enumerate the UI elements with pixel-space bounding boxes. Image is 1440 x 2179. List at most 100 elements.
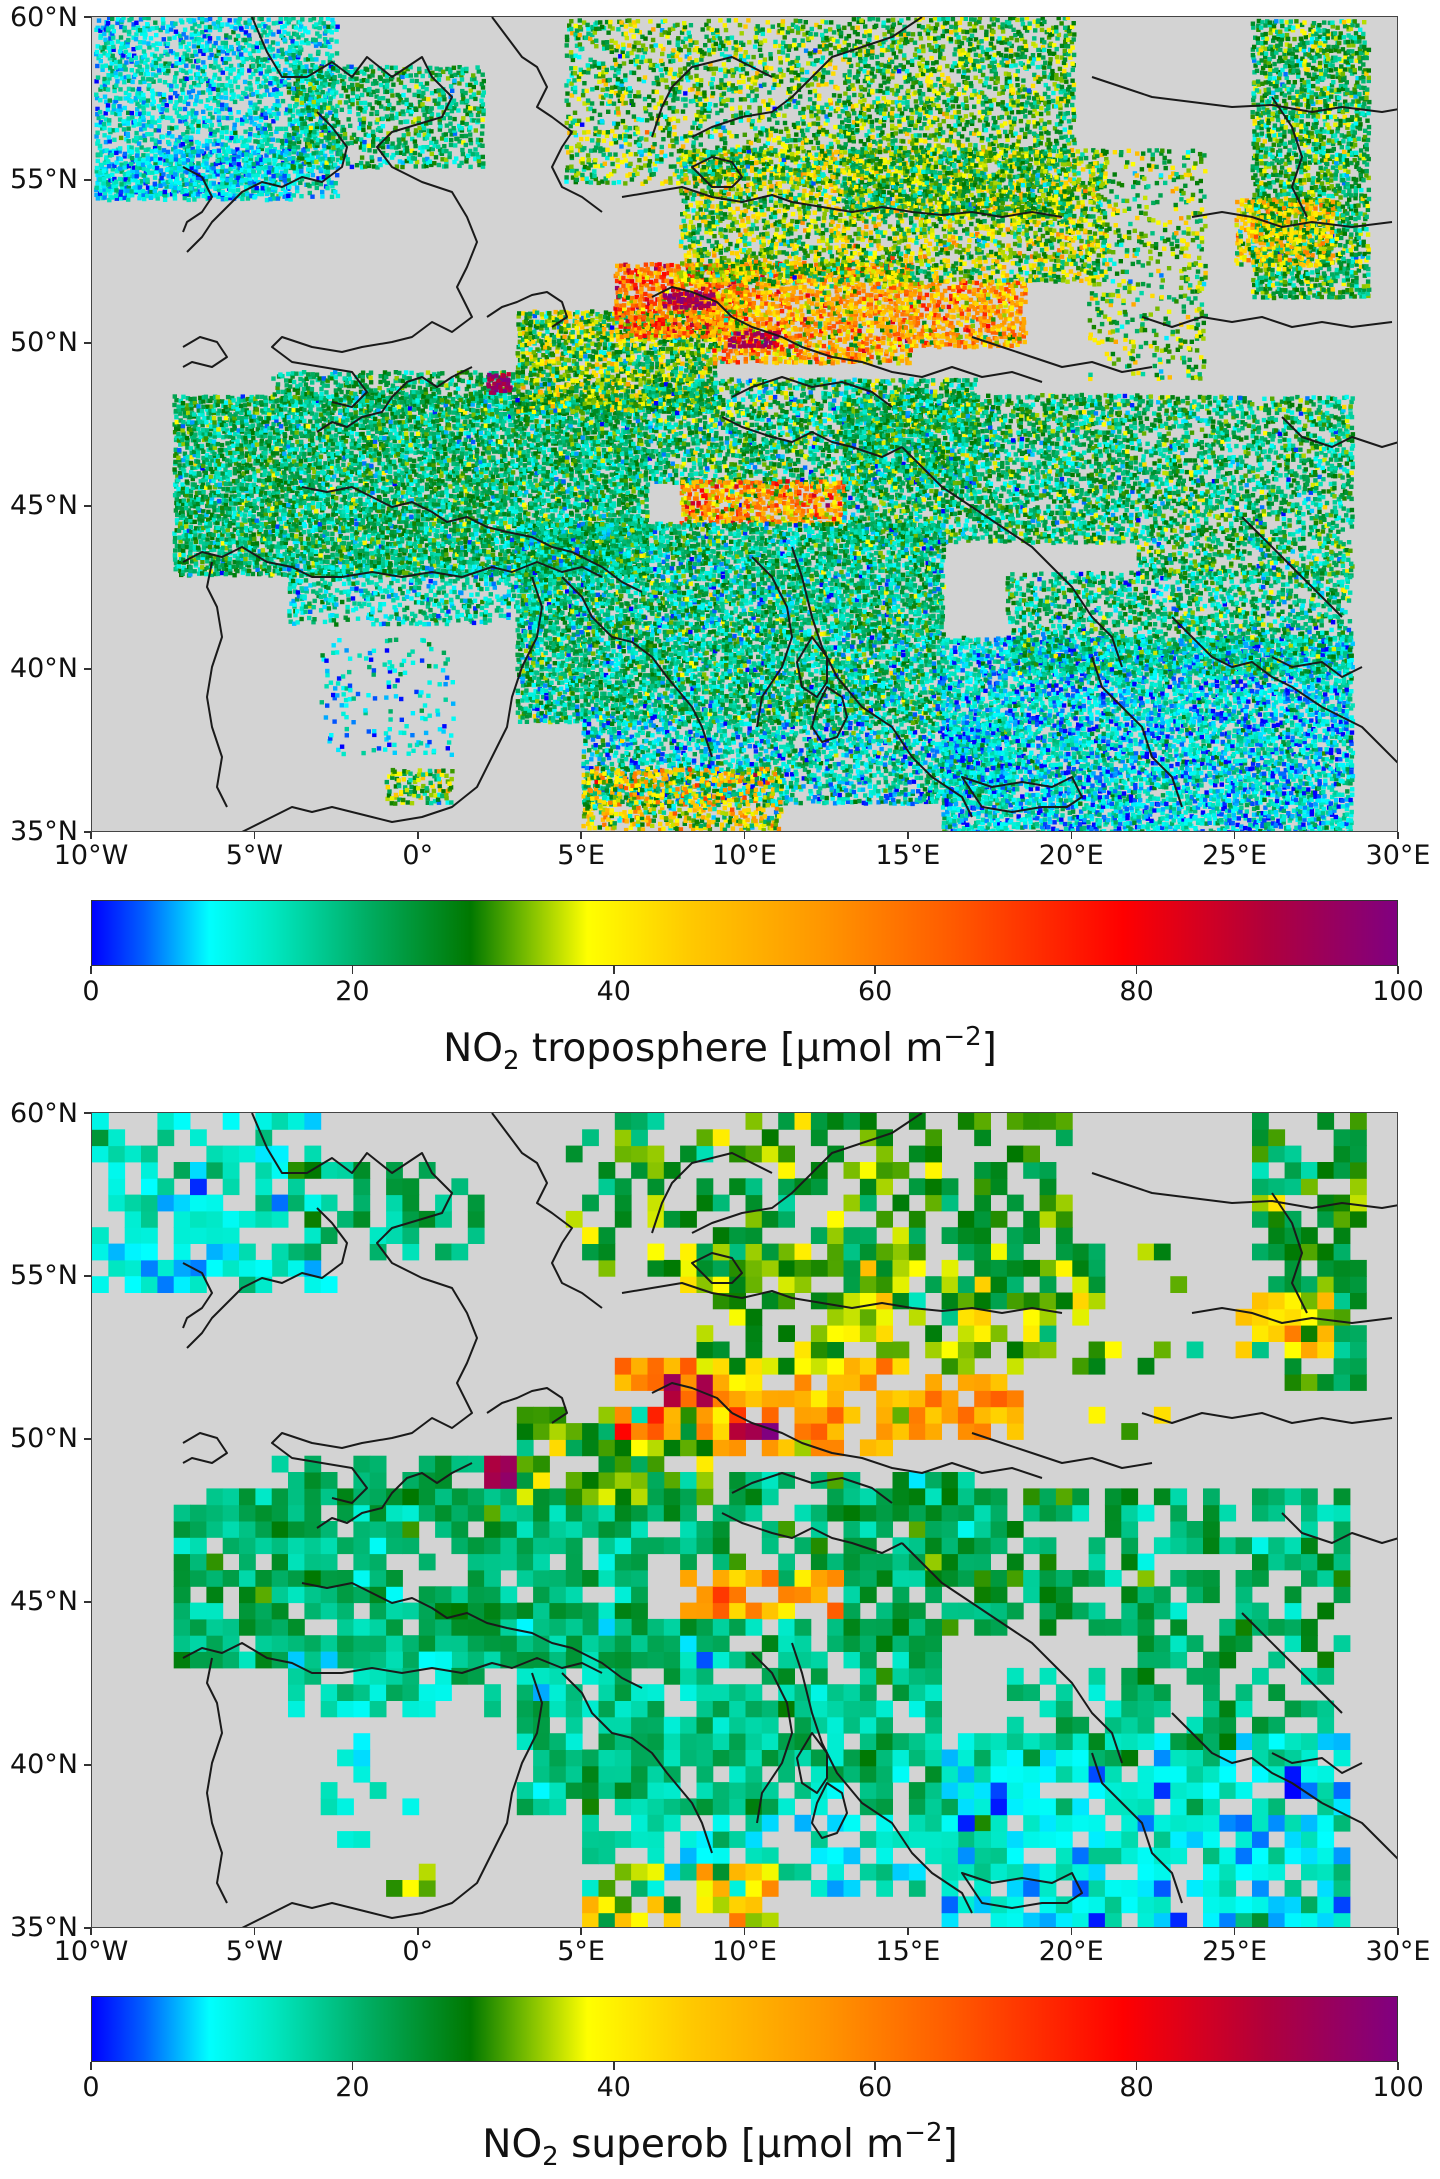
coastline: [212, 577, 542, 832]
colorbar-tick-label: 80: [1097, 978, 1177, 1005]
title-superscript: −2: [904, 2118, 942, 2148]
lon-label: 5°W: [199, 1938, 309, 1965]
lon-tick: [254, 1928, 256, 1935]
lon-tick: [1071, 1928, 1073, 1935]
lon-label: 30°E: [1343, 1938, 1440, 1965]
lon-tick: [90, 832, 92, 839]
lon-label: 10°W: [36, 1938, 146, 1965]
lat-label: 45°N: [0, 492, 78, 519]
lon-tick: [417, 1928, 419, 1935]
lon-tick: [1234, 1928, 1236, 1935]
title-text: ]: [982, 1026, 997, 1071]
lat-tick: [84, 1764, 91, 1766]
coastline: [183, 1433, 227, 1463]
colorbar-tick: [90, 2062, 92, 2070]
title-subscript: 2: [503, 1046, 520, 1076]
title-subscript: 2: [542, 2142, 559, 2172]
lon-label: 5°E: [526, 1938, 636, 1965]
lat-tick: [84, 505, 91, 507]
lat-label: 50°N: [0, 329, 78, 356]
coastline: [183, 337, 227, 367]
colorbar-title-troposphere: NO2 troposphere [µmol m−2]: [0, 1015, 1440, 1083]
colorbar-tick: [90, 966, 92, 974]
data-layer: [94, 17, 1372, 832]
lat-label: 45°N: [0, 1588, 78, 1615]
lon-label: 20°E: [1016, 1938, 1126, 1965]
data-layer: [92, 1113, 1367, 1928]
lat-tick: [84, 16, 91, 18]
lat-tick: [84, 1438, 91, 1440]
colorbar-tick-label: 20: [312, 978, 392, 1005]
lon-tick: [1071, 832, 1073, 839]
title-text: superob [µmol m: [559, 2122, 904, 2167]
coastline: [207, 562, 227, 807]
lat-tick: [84, 1112, 91, 1114]
title-text: ]: [943, 2122, 958, 2167]
lat-label: 40°N: [0, 655, 78, 682]
lat-label: 55°N: [0, 1262, 78, 1289]
lon-label: 5°W: [199, 842, 309, 869]
colorbar-tick-label: 80: [1097, 2074, 1177, 2101]
colorbar-tick: [1136, 2062, 1138, 2070]
lon-label: 15°E: [853, 842, 963, 869]
lat-tick: [84, 342, 91, 344]
lat-label: 60°N: [0, 4, 78, 31]
map-canvas: [92, 1113, 1398, 1928]
colorbar-tick: [352, 2062, 354, 2070]
colorbar-tick: [1136, 966, 1138, 974]
colorbar-troposphere: [91, 900, 1398, 966]
colorbar-title-superob: NO2 superob [µmol m−2]: [0, 2111, 1440, 2179]
lat-label: 55°N: [0, 166, 78, 193]
lon-label: 10°W: [36, 842, 146, 869]
lon-tick: [1397, 1928, 1399, 1935]
colorbar-tick: [352, 966, 354, 974]
lon-label: 0°: [363, 842, 473, 869]
lat-tick: [84, 179, 91, 181]
lon-label: 5°E: [526, 842, 636, 869]
map-superob: [91, 1112, 1398, 1928]
colorbar-tick-label: 60: [835, 2074, 915, 2101]
lon-label: 20°E: [1016, 842, 1126, 869]
colorbar-superob: [91, 1996, 1398, 2062]
colorbar-tick: [874, 966, 876, 974]
lon-label: 15°E: [853, 1938, 963, 1965]
lon-tick: [907, 832, 909, 839]
colorbar-tick-label: 40: [574, 978, 654, 1005]
colorbar-tick-label: 100: [1358, 978, 1438, 1005]
colorbar-tick-label: 40: [574, 2074, 654, 2101]
colorbar-tick-label: 0: [51, 978, 131, 1005]
lon-tick: [744, 1928, 746, 1935]
lon-label: 25°E: [1180, 842, 1290, 869]
colorbar-tick-label: 60: [835, 978, 915, 1005]
lon-label: 0°: [363, 1938, 473, 1965]
title-text: NO: [482, 2122, 542, 2167]
title-superscript: −2: [943, 1022, 981, 1052]
lon-tick: [580, 832, 582, 839]
lat-label: 40°N: [0, 1751, 78, 1778]
lat-label: 50°N: [0, 1425, 78, 1452]
lat-tick: [84, 1601, 91, 1603]
lat-label: 60°N: [0, 1100, 78, 1127]
coastline: [1142, 1413, 1392, 1423]
lon-label: 10°E: [690, 1938, 800, 1965]
lat-tick: [84, 668, 91, 670]
map-troposphere: [91, 16, 1398, 832]
colorbar-tick-label: 20: [312, 2074, 392, 2101]
coastline: [207, 1658, 227, 1903]
title-text: NO: [443, 1026, 503, 1071]
lon-tick: [1397, 832, 1399, 839]
lon-tick: [744, 832, 746, 839]
colorbar-tick-label: 100: [1358, 2074, 1438, 2101]
lon-tick: [580, 1928, 582, 1935]
lat-tick: [84, 1275, 91, 1277]
colorbar-tick: [1397, 966, 1399, 974]
title-text: troposphere [µmol m: [520, 1026, 944, 1071]
lon-tick: [1234, 832, 1236, 839]
lon-tick: [90, 1928, 92, 1935]
lon-tick: [254, 832, 256, 839]
lon-label: 30°E: [1343, 842, 1440, 869]
colorbar-tick: [1397, 2062, 1399, 2070]
lon-tick: [417, 832, 419, 839]
coastline: [1142, 317, 1392, 327]
